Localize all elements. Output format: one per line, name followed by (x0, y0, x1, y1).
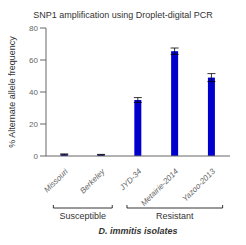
svg-text:60: 60 (29, 56, 38, 65)
svg-text:% Alternate allele frequency: % Alternate allele frequency (8, 36, 17, 148)
svg-text:Yazoo-2013: Yazoo-2013 (181, 167, 218, 204)
svg-text:Metairie-2014: Metairie-2014 (139, 167, 180, 208)
html-text:SNP1 amplification using Dropl: SNP1 amplification using Droplet-digital… (33, 10, 213, 20)
svg-text:40: 40 (29, 88, 38, 97)
svg-text:Berkeley: Berkeley (78, 166, 107, 195)
svg-text:Resistant: Resistant (156, 211, 194, 221)
svg-text:Missouri: Missouri (42, 167, 70, 195)
svg-text:20: 20 (29, 120, 38, 129)
svg-text:Susceptible: Susceptible (60, 211, 107, 221)
svg-text:80: 80 (29, 24, 38, 33)
svg-text:D. immitis isolates: D. immitis isolates (98, 226, 177, 236)
svg-text:0: 0 (34, 152, 39, 161)
svg-text:JYD-34: JYD-34 (117, 167, 143, 193)
